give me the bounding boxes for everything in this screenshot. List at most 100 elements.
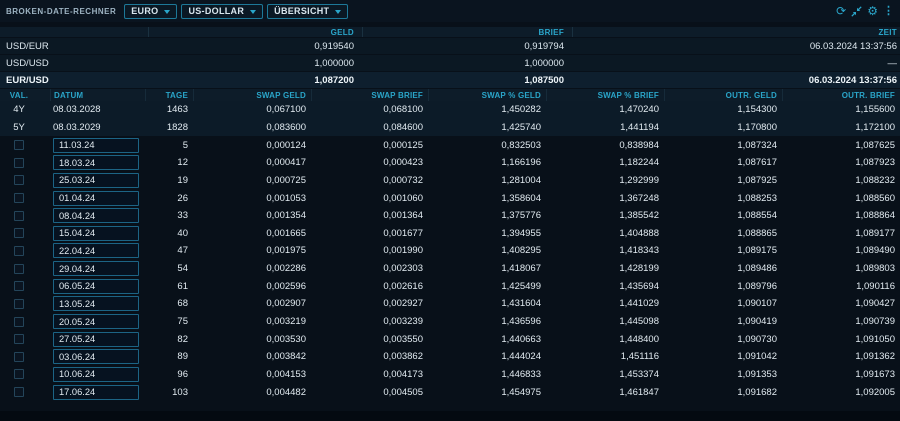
cell-tage: 89 xyxy=(177,351,188,363)
date-input[interactable] xyxy=(53,261,139,277)
date-input[interactable] xyxy=(53,331,139,347)
swap-table-row: 96 0,004153 0,004173 1,446833 1,453374 1,0913… xyxy=(0,366,900,384)
cell-swap-geld: 0,000124 xyxy=(266,139,306,151)
valuta-checkbox[interactable] xyxy=(14,351,24,362)
date-input[interactable] xyxy=(53,172,139,188)
valuta-checkbox[interactable] xyxy=(14,175,24,186)
cell-tage: 19 xyxy=(177,174,188,186)
date-input[interactable] xyxy=(53,208,139,224)
valuta-checkbox[interactable] xyxy=(14,140,24,151)
settings-gear-icon[interactable]: ⚙ xyxy=(867,4,878,18)
date-input[interactable] xyxy=(53,225,139,241)
cell-swap-pct-brief: 1,445098 xyxy=(619,316,659,327)
date-input[interactable] xyxy=(53,384,139,400)
valuta-checkbox[interactable] xyxy=(14,228,24,239)
cell-swap-geld: 0,000725 xyxy=(266,174,306,186)
valuta-checkbox[interactable] xyxy=(14,193,24,204)
fx-rate-row-eurusd: EUR/USD 1,087200 1,087500 06.03.2024 13:… xyxy=(0,72,900,88)
valuta-checkbox[interactable] xyxy=(14,387,24,398)
cell-tage: 54 xyxy=(177,263,188,275)
currency-dropdown-base[interactable]: EURO xyxy=(124,3,178,19)
valuta-checkbox[interactable] xyxy=(14,316,24,327)
cell-swap-pct-geld: 1,450282 xyxy=(501,104,541,116)
cell-tage: 33 xyxy=(177,210,188,222)
date-input[interactable] xyxy=(53,349,139,365)
cell-tage: 1828 xyxy=(166,121,188,133)
currency-dropdown-quote-label: US-DOLLAR xyxy=(188,6,245,16)
valuta-checkbox[interactable] xyxy=(14,334,24,345)
valuta-checkbox[interactable] xyxy=(14,369,24,380)
date-input[interactable] xyxy=(53,314,139,329)
cell-swap-pct-geld: 1,440663 xyxy=(501,333,541,345)
valuta-checkbox[interactable] xyxy=(14,157,24,168)
cell-swap-pct-geld: 1,418067 xyxy=(501,263,541,275)
cell-swap-pct-geld: 1,281004 xyxy=(501,174,541,186)
cell-swap-brief: 0,002927 xyxy=(383,298,423,310)
cell-tage: 12 xyxy=(177,157,188,169)
swap-table-row: 4Y 08.03.2028 1463 0,067100 0,068100 1,450282… xyxy=(0,101,900,119)
cell-outr-geld: 1,090730 xyxy=(737,333,777,345)
cell-tage: 103 xyxy=(172,386,188,398)
cell-outr-geld: 1,087324 xyxy=(737,139,777,151)
cell-swap-brief: 0,001060 xyxy=(383,192,423,204)
cell-swap-pct-brief: 0,838984 xyxy=(619,139,659,151)
swap-table-body: 4Y 08.03.2028 1463 0,067100 0,068100 1,450282… xyxy=(0,101,900,401)
collapse-icon[interactable] xyxy=(851,5,862,17)
swap-table-row: 12 0,000417 0,000423 1,166196 1,182244 1,0876… xyxy=(0,154,900,172)
cell-outr-geld: 1,088253 xyxy=(737,192,777,204)
cell-swap-geld: 0,001053 xyxy=(266,192,306,204)
maturity-date-label: 08.03.2029 xyxy=(53,121,101,133)
date-input[interactable] xyxy=(53,243,139,259)
date-input[interactable] xyxy=(53,296,139,312)
cell-tage: 61 xyxy=(177,280,188,292)
cell-swap-pct-geld: 1,408295 xyxy=(501,245,541,257)
cell-swap-pct-brief: 1,404888 xyxy=(619,227,659,239)
cell-outr-brief: 1,091673 xyxy=(855,368,895,380)
cell-outr-geld: 1,089486 xyxy=(737,263,777,275)
cell-outr-geld: 1,088865 xyxy=(737,227,777,239)
cell-tage: 26 xyxy=(177,192,188,204)
fx-rates-header: GELD BRIEF ZEIT xyxy=(0,27,900,37)
date-input[interactable] xyxy=(53,278,139,294)
toolbar: BROKEN-DATE-RECHNER EURO US-DOLLAR ÜBERS… xyxy=(0,0,900,22)
swap-table-header: VAL. DATUM TAGE SWAP GELD SWAP BRIEF SWA… xyxy=(0,89,900,101)
footer-strip xyxy=(0,411,900,421)
zeit-value: — xyxy=(887,57,898,69)
view-dropdown[interactable]: ÜBERSICHT xyxy=(267,3,349,19)
cell-swap-pct-brief: 1,451116 xyxy=(620,351,659,363)
date-input[interactable] xyxy=(53,155,139,171)
valuta-checkbox[interactable] xyxy=(14,263,24,274)
cell-swap-pct-geld: 0,832503 xyxy=(501,139,541,151)
cell-outr-brief: 1,089803 xyxy=(855,263,895,275)
cell-swap-pct-geld: 1,431604 xyxy=(501,298,541,310)
valuta-checkbox[interactable] xyxy=(14,298,24,309)
cell-swap-brief: 0,000125 xyxy=(383,139,423,151)
col-header-swap-brief: SWAP BRIEF xyxy=(311,89,428,101)
cell-outr-geld: 1,087617 xyxy=(737,157,777,169)
currency-dropdown-quote[interactable]: US-DOLLAR xyxy=(181,3,264,19)
cell-swap-pct-brief: 1,461847 xyxy=(619,386,659,398)
cell-tage: 82 xyxy=(177,333,188,345)
cell-swap-pct-geld: 1,436596 xyxy=(501,316,541,327)
cell-swap-geld: 0,083600 xyxy=(266,121,306,133)
date-input[interactable] xyxy=(53,190,139,206)
cell-swap-geld: 0,002286 xyxy=(266,263,306,275)
view-dropdown-label: ÜBERSICHT xyxy=(274,6,330,16)
pair-label: EUR/USD xyxy=(6,74,49,86)
col-header-outr-geld: OUTR. GELD xyxy=(664,89,782,101)
cell-tage: 1463 xyxy=(166,104,188,116)
cell-swap-geld: 0,002907 xyxy=(266,298,306,310)
valuta-checkbox[interactable] xyxy=(14,210,24,221)
valuta-checkbox[interactable] xyxy=(14,245,24,256)
refresh-icon[interactable]: ⟳ xyxy=(836,4,847,18)
cell-outr-brief: 1,088560 xyxy=(855,192,895,204)
cell-swap-pct-brief: 1,367248 xyxy=(619,192,659,204)
swap-table-row: 33 0,001354 0,001364 1,375776 1,385542 1,0885… xyxy=(0,207,900,225)
valuta-checkbox[interactable] xyxy=(14,281,24,292)
swap-table-row: 47 0,001975 0,001990 1,408295 1,418343 1,0891… xyxy=(0,242,900,260)
kebab-menu-icon[interactable]: ⋮ xyxy=(883,5,894,17)
date-input[interactable] xyxy=(53,137,139,153)
cell-swap-pct-brief: 1,453374 xyxy=(619,368,659,380)
date-input[interactable] xyxy=(53,366,139,382)
cell-swap-geld: 0,003530 xyxy=(266,333,306,345)
